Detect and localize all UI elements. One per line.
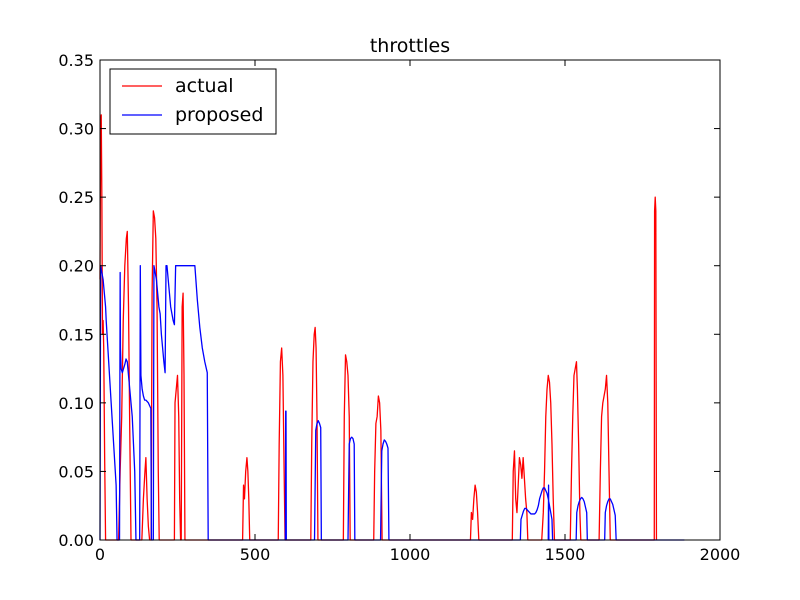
plot-area [100, 60, 720, 540]
y-tick-label: 0.30 [58, 120, 94, 139]
y-tick-label: 0.00 [58, 531, 94, 550]
legend-label-proposed: proposed [175, 104, 263, 126]
y-tick-label: 0.20 [58, 257, 94, 276]
y-tick-label: 0.25 [58, 188, 94, 207]
legend: actual proposed [109, 68, 277, 135]
legend-box [109, 68, 277, 135]
y-tick-label: 0.15 [58, 325, 94, 344]
x-tick-label: 1000 [390, 545, 431, 564]
x-axis: 0 500 1000 1500 2000 [95, 60, 740, 564]
series-line-actual [99, 114, 658, 541]
x-tick-label: 1500 [545, 545, 586, 564]
y-tick-label: 0.10 [58, 394, 94, 413]
y-axis: 0.00 0.05 0.10 0.15 0.20 0.25 0.30 0.35 [58, 51, 720, 550]
chart-title: throttles [370, 35, 450, 57]
x-tick-label: 0 [95, 545, 105, 564]
x-tick-label: 2000 [700, 545, 741, 564]
y-tick-label: 0.05 [58, 462, 94, 481]
y-tick-label: 0.35 [58, 51, 94, 70]
x-tick-label: 500 [240, 545, 271, 564]
legend-label-actual: actual [175, 75, 234, 97]
